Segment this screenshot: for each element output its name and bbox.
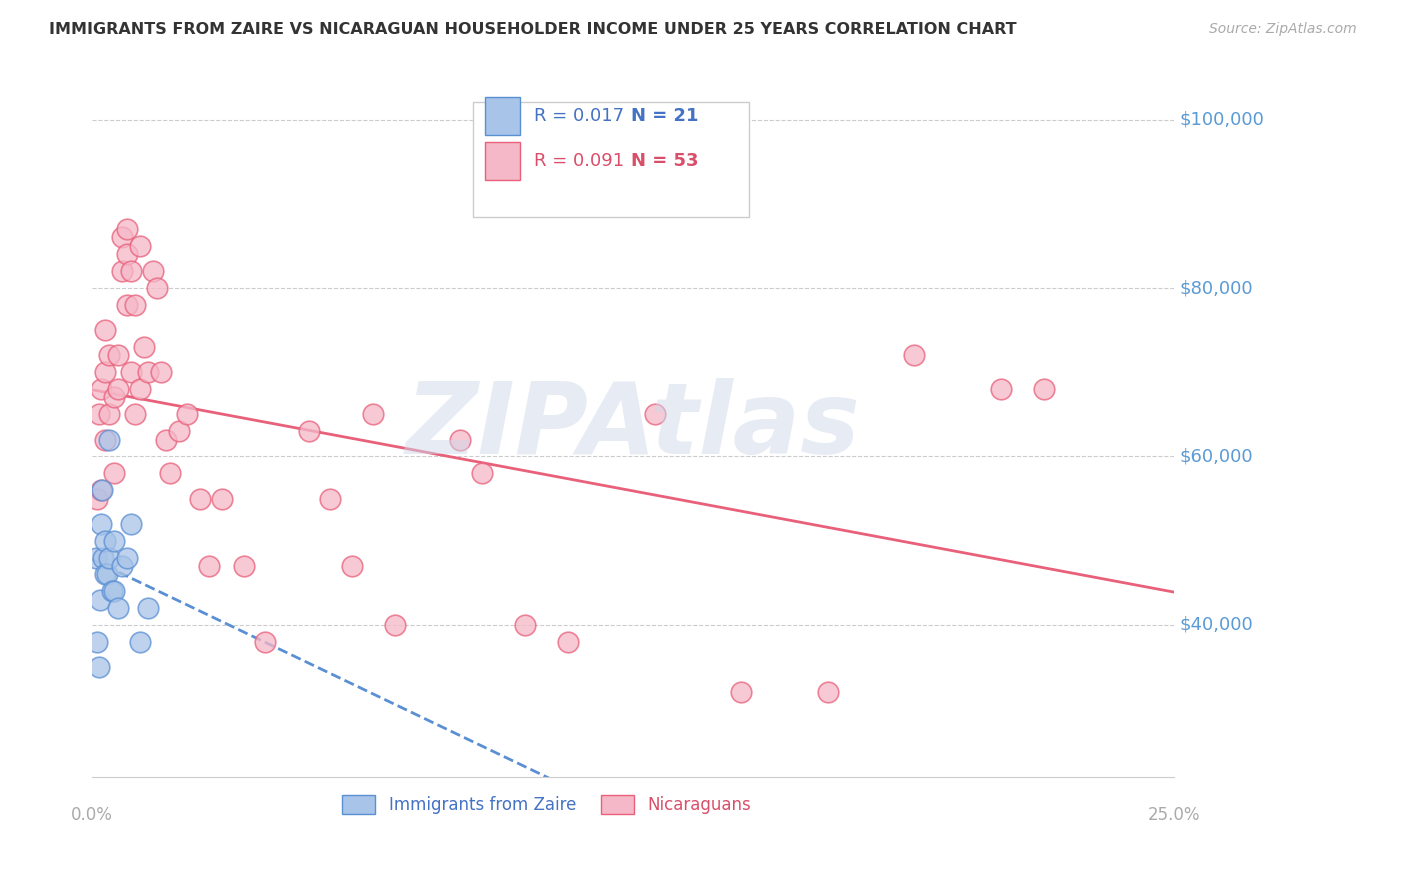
Point <box>107 348 129 362</box>
Point <box>94 567 117 582</box>
Point <box>198 558 221 573</box>
Point <box>449 433 471 447</box>
Point <box>111 230 134 244</box>
Text: IMMIGRANTS FROM ZAIRE VS NICARAGUAN HOUSEHOLDER INCOME UNDER 25 YEARS CORRELATIO: IMMIGRANTS FROM ZAIRE VS NICARAGUAN HOUS… <box>49 22 1017 37</box>
Point <box>100 584 122 599</box>
Text: 0.0%: 0.0% <box>72 806 112 824</box>
Point <box>128 382 150 396</box>
Point <box>90 483 112 497</box>
Point <box>340 558 363 573</box>
Point <box>94 533 117 548</box>
Point <box>115 222 138 236</box>
Point <box>103 584 125 599</box>
Point <box>87 408 110 422</box>
Point <box>176 408 198 422</box>
Point <box>103 391 125 405</box>
Point <box>146 281 169 295</box>
Point <box>384 618 406 632</box>
Text: ZIPAtlas: ZIPAtlas <box>406 378 860 475</box>
Point <box>120 516 142 531</box>
Point <box>730 685 752 699</box>
Text: Source: ZipAtlas.com: Source: ZipAtlas.com <box>1209 22 1357 37</box>
Point <box>94 323 117 337</box>
Point <box>513 618 536 632</box>
Point <box>155 433 177 447</box>
Point <box>90 483 112 497</box>
Point <box>128 239 150 253</box>
Point <box>644 408 666 422</box>
Point <box>98 550 121 565</box>
Text: R = 0.017: R = 0.017 <box>534 107 624 125</box>
Legend: Immigrants from Zaire, Nicaraguans: Immigrants from Zaire, Nicaraguans <box>335 788 758 821</box>
Point <box>150 365 173 379</box>
Point <box>297 424 319 438</box>
Text: R = 0.091: R = 0.091 <box>534 153 624 170</box>
Point <box>86 491 108 506</box>
Point <box>159 467 181 481</box>
Point <box>115 298 138 312</box>
Point <box>96 567 118 582</box>
Point <box>91 550 114 565</box>
Point <box>128 634 150 648</box>
Point <box>817 685 839 699</box>
Point <box>211 491 233 506</box>
Point <box>98 348 121 362</box>
Point <box>98 408 121 422</box>
Point <box>103 533 125 548</box>
Text: $60,000: $60,000 <box>1180 448 1253 466</box>
Point <box>87 660 110 674</box>
Point <box>363 408 385 422</box>
FancyBboxPatch shape <box>472 102 749 218</box>
Point <box>94 433 117 447</box>
Point <box>111 558 134 573</box>
Point <box>107 382 129 396</box>
Point <box>107 601 129 615</box>
FancyBboxPatch shape <box>485 143 520 180</box>
Point <box>89 592 111 607</box>
Text: 25.0%: 25.0% <box>1147 806 1201 824</box>
Point <box>120 264 142 278</box>
Text: N = 53: N = 53 <box>631 153 699 170</box>
Text: $80,000: $80,000 <box>1180 279 1253 297</box>
Point <box>86 634 108 648</box>
Point <box>115 247 138 261</box>
Point <box>138 365 160 379</box>
Point <box>903 348 925 362</box>
Point <box>254 634 277 648</box>
Point <box>1033 382 1056 396</box>
Point <box>111 264 134 278</box>
Point <box>124 298 146 312</box>
Point <box>232 558 254 573</box>
Point <box>319 491 342 506</box>
Point <box>90 516 112 531</box>
FancyBboxPatch shape <box>485 97 520 135</box>
Point <box>115 550 138 565</box>
Point <box>84 550 107 565</box>
Point <box>103 467 125 481</box>
Point <box>98 433 121 447</box>
Text: $40,000: $40,000 <box>1180 615 1253 634</box>
Point <box>190 491 212 506</box>
Point <box>94 365 117 379</box>
Point <box>132 340 155 354</box>
Point <box>142 264 165 278</box>
Point <box>90 382 112 396</box>
Point <box>120 365 142 379</box>
Text: $100,000: $100,000 <box>1180 111 1264 128</box>
Text: N = 21: N = 21 <box>631 107 699 125</box>
Point <box>124 408 146 422</box>
Point <box>990 382 1012 396</box>
Point <box>167 424 190 438</box>
Point <box>138 601 160 615</box>
Point <box>471 467 494 481</box>
Point <box>557 634 579 648</box>
